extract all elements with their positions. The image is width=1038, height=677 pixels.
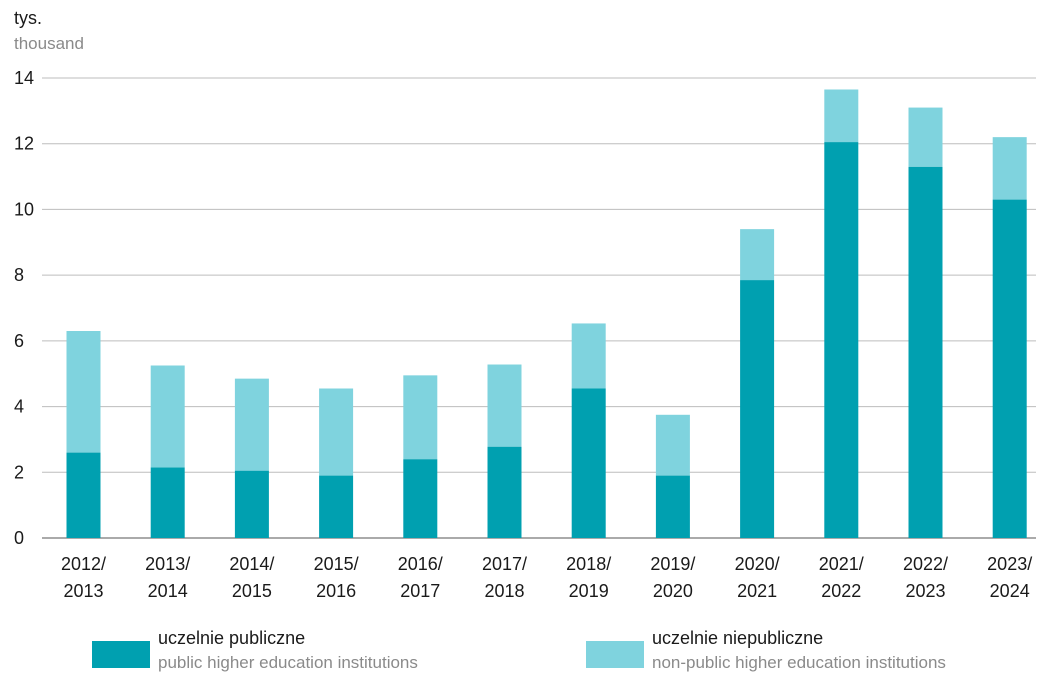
bar-public [150,467,185,538]
bar-nonpublic [571,323,606,389]
y-tick-label: 8 [14,265,24,285]
bar-nonpublic [740,229,775,281]
bar-public [571,388,606,538]
bar-public [655,475,690,538]
bar-nonpublic [234,378,269,471]
x-axis-ticks: 2012/2013 2013/2014 2014/2015 2015/2016 2016… [61,554,1032,601]
x-tick-label: 2021/ [819,554,864,574]
x-tick-label: 2019/ [650,554,695,574]
legend-swatch-nonpublic [586,641,644,668]
bar-public [824,142,859,539]
gridlines [42,77,1036,539]
y-tick-label: 6 [14,331,24,351]
x-tick-label: 2014 [148,581,188,601]
bar-nonpublic [908,107,943,167]
y-axis-ticks: 0 2 4 6 8 10 12 14 [14,68,34,548]
x-tick-label: 2020/ [735,554,780,574]
unit-label-pl: tys. [14,8,43,28]
bar-nonpublic [319,388,354,476]
legend-swatch-public [92,641,150,668]
y-tick-label: 10 [14,199,34,219]
y-tick-label: 12 [14,134,34,154]
bar-nonpublic [403,375,438,460]
x-tick-label: 2018/ [566,554,611,574]
legend-label-public-en: public higher education institutions [158,653,418,672]
legend-label-nonpublic-pl: uczelnie niepubliczne [652,628,824,648]
bars [66,89,1027,539]
bar-public [487,446,522,538]
x-tick-label: 2012/ [61,554,106,574]
bar-nonpublic [150,365,185,468]
bar-public [319,475,354,538]
unit-label-en: thousand [14,34,84,53]
x-tick-label: 2022/ [903,554,948,574]
x-tick-label: 2017/ [482,554,527,574]
y-tick-label: 2 [14,462,24,482]
bar-nonpublic [992,137,1027,200]
x-tick-label: 2020 [653,581,693,601]
x-tick-label: 2016/ [398,554,443,574]
x-tick-label: 2023/ [987,554,1032,574]
x-tick-label: 2013/ [145,554,190,574]
x-tick-label: 2021 [737,581,777,601]
legend-label-public-pl: uczelnie publiczne [158,628,306,648]
bar-nonpublic [655,414,690,476]
y-tick-label: 4 [14,397,24,417]
x-tick-label: 2019 [569,581,609,601]
x-tick-label: 2014/ [229,554,274,574]
legend-label-nonpublic-en: non-public higher education institutions [652,653,946,672]
y-tick-label: 14 [14,68,34,88]
x-tick-label: 2016 [316,581,356,601]
x-tick-label: 2015 [232,581,272,601]
x-tick-label: 2022 [821,581,861,601]
bar-public [992,199,1027,539]
bar-public [234,470,269,538]
bar-public [740,280,775,538]
bar-public [908,166,943,538]
bar-nonpublic [487,364,522,447]
x-tick-label: 2023 [905,581,945,601]
bar-nonpublic [824,89,859,143]
y-tick-label: 0 [14,528,24,548]
x-tick-label: 2018 [484,581,524,601]
bar-public [66,452,101,538]
bar-public [403,459,438,538]
x-tick-label: 2013 [63,581,103,601]
x-tick-label: 2015/ [314,554,359,574]
x-tick-label: 2024 [990,581,1030,601]
x-tick-label: 2017 [400,581,440,601]
bar-nonpublic [66,331,101,453]
